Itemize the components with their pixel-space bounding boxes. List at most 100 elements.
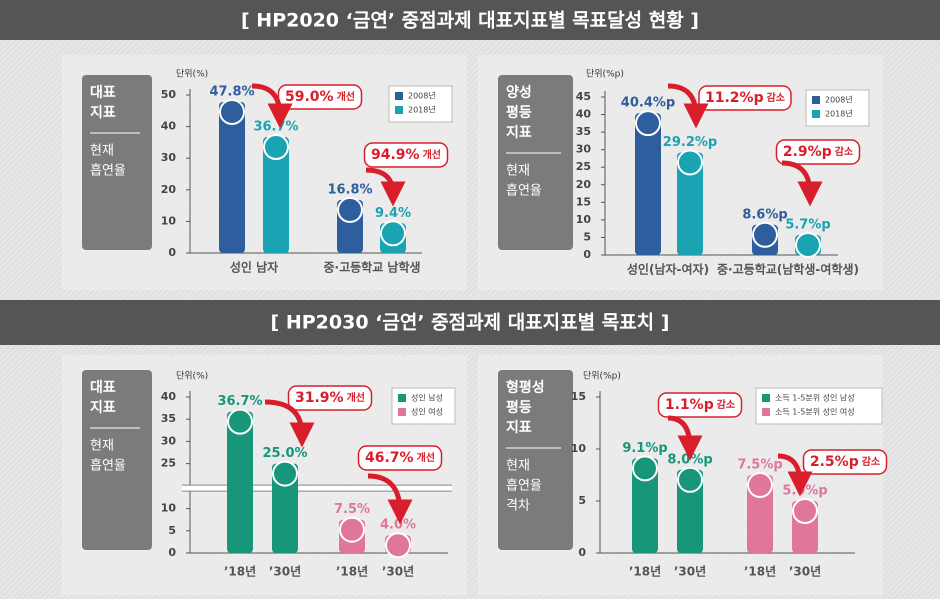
value-label: 9.4%: [375, 206, 411, 221]
y-tick-label: 40: [161, 390, 177, 403]
y-tick-label: 10: [571, 442, 587, 455]
x-tick-label: ’18년: [336, 565, 368, 579]
x-tick-label: ’18년: [744, 565, 776, 579]
value-label: 4.0%: [380, 518, 416, 533]
arrow: [264, 399, 315, 448]
x-tick-label: 중·고등학교 남학생: [323, 260, 420, 275]
y-tick-label: 35: [576, 125, 591, 138]
annotation-note: 개선: [337, 90, 355, 103]
side-title: 평등: [506, 104, 532, 121]
x-tick-label: 성인(남자-여자): [627, 262, 709, 277]
legend-label: 소득 1-5분위 성인 남성: [775, 393, 855, 403]
side-label: 격차: [506, 499, 530, 514]
figure-head: [795, 231, 821, 258]
side-label: 흡연율: [506, 479, 542, 494]
x-tick-label: ’30년: [382, 565, 414, 579]
value-label: 36.7%: [253, 120, 298, 135]
side-label: 흡연율: [506, 184, 542, 199]
value-label: 8.6%p: [742, 207, 787, 222]
arrow: [781, 160, 823, 207]
figure-head: [677, 149, 703, 176]
annotation: 1.1%p 감소: [665, 397, 735, 413]
y-tick-label: 25: [161, 457, 176, 470]
y-tick-label: 20: [161, 183, 177, 196]
side-title: 대표: [90, 380, 116, 396]
annotation-box: [802, 449, 888, 475]
annotation: 11.2%p 감소: [705, 90, 785, 106]
y-tick-label: 15: [571, 390, 586, 403]
annotation-value: 59.0%: [285, 89, 334, 105]
figure-head: [792, 498, 818, 524]
value-label: 8.0%p: [667, 452, 712, 467]
side-title: 지표: [506, 125, 532, 141]
bar: [227, 411, 253, 553]
y-tick-label: 5: [168, 524, 176, 537]
annotation-note: 개선: [417, 451, 435, 464]
side-label: 현재: [90, 144, 114, 159]
figure-head: [337, 196, 363, 223]
y-tick-label: 30: [576, 143, 592, 156]
value-label: 36.7%: [217, 394, 262, 409]
annotation: 94.9% 개선: [371, 147, 441, 163]
side-label: 현재: [90, 439, 114, 454]
annotation-box: [657, 392, 743, 418]
legend-box: [755, 387, 883, 425]
unit-label: 단위(%): [176, 371, 208, 382]
unit-label: 단위(%): [176, 69, 208, 80]
side-label: 현재: [506, 164, 530, 179]
legend-label: 2018년: [825, 109, 853, 119]
side-box: [82, 370, 152, 550]
arrow: [667, 83, 709, 129]
arrow: [367, 473, 413, 525]
figure-head: [677, 466, 703, 493]
figure-head: [385, 532, 411, 559]
annotation-note: 감소: [862, 456, 880, 468]
side-label: 흡연율: [90, 164, 126, 179]
banner-title: [ HP2030 ‘금연’ 중점과제 대표지표별 목표치 ]: [271, 312, 670, 334]
banner-title: [ HP2020 ‘금연’ 중점과제 대표지표별 목표달성 현황 ]: [241, 9, 699, 32]
value-label: 40.4%p: [621, 96, 675, 111]
value-label: 29.2%p: [663, 135, 717, 150]
legend-label: 2008년: [408, 91, 436, 101]
annotation: 2.5%p 감소: [810, 454, 880, 470]
value-label: 25.0%: [262, 446, 307, 461]
side-label: 현재: [506, 459, 530, 474]
y-tick-label: 10: [161, 502, 177, 515]
bar: [635, 113, 661, 255]
y-tick-label: 30: [161, 434, 177, 447]
legend-label: 2008년: [825, 95, 853, 105]
figure-head: [380, 220, 406, 247]
y-tick-label: 5: [578, 494, 586, 507]
figure-head: [272, 460, 298, 487]
y-tick-label: 25: [576, 160, 591, 173]
figure-head: [339, 516, 365, 543]
y-tick-label: 15: [576, 195, 591, 208]
value-label: 7.5%: [334, 502, 370, 517]
x-tick-label: ’18년: [629, 565, 661, 579]
side-title: 평등: [506, 399, 532, 416]
legend-label: 성인 여성: [411, 407, 443, 417]
figure-head: [632, 455, 658, 482]
arrow: [667, 415, 703, 461]
y-tick-label: 5: [583, 230, 591, 243]
x-tick-label: ’18년: [224, 565, 256, 579]
figure-head: [263, 134, 289, 161]
legend-swatch: [762, 408, 770, 416]
annotation-note: 감소: [717, 399, 735, 411]
figure-head: [752, 221, 778, 248]
annotation-box: [363, 142, 449, 168]
y-tick-label: 0: [168, 246, 176, 259]
side-title: 양성: [506, 85, 532, 101]
figure-head: [747, 472, 773, 498]
annotation-value: 31.9%: [295, 390, 344, 406]
legend-swatch: [398, 394, 406, 402]
legend-label: 성인 남성: [411, 393, 443, 403]
annotation-box: [287, 385, 373, 411]
unit-label: 단위(%p): [586, 69, 624, 80]
y-tick-label: 30: [161, 151, 177, 164]
y-tick-label: 35: [161, 412, 176, 425]
figure-head: [227, 408, 253, 435]
annotation: 59.0% 개선: [285, 89, 355, 105]
side-box: [498, 75, 573, 250]
